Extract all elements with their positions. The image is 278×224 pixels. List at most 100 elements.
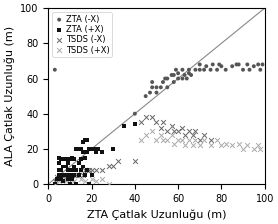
ZTA (+X) bbox=[81, 165, 85, 168]
TSDS (-X) bbox=[94, 168, 98, 172]
TSDS (+X) bbox=[245, 144, 250, 147]
ZTA (+X) bbox=[57, 173, 61, 177]
TSDS (+X) bbox=[256, 144, 260, 147]
ZTA (-X) bbox=[224, 68, 228, 71]
ZTA (+X) bbox=[76, 161, 81, 165]
ZTA (+X) bbox=[79, 168, 83, 172]
ZTA (+X) bbox=[83, 138, 87, 142]
ZTA (+X) bbox=[89, 173, 94, 177]
ZTA (-X) bbox=[187, 68, 191, 71]
ZTA (-X) bbox=[245, 63, 250, 66]
TSDS (-X) bbox=[85, 168, 90, 172]
TSDS (-X) bbox=[83, 168, 87, 172]
TSDS (+X) bbox=[193, 138, 198, 142]
ZTA (+X) bbox=[81, 151, 85, 154]
ZTA (-X) bbox=[165, 86, 170, 89]
TSDS (+X) bbox=[94, 179, 98, 182]
ZTA (+X) bbox=[89, 147, 94, 151]
ZTA (+X) bbox=[111, 147, 115, 151]
Legend: ZTA (-X), ZTA (+X), TSDS (-X), TSDS (+X): ZTA (-X), ZTA (+X), TSDS (-X), TSDS (+X) bbox=[53, 12, 112, 57]
ZTA (-X) bbox=[241, 68, 245, 71]
TSDS (+X) bbox=[219, 144, 224, 147]
ZTA (-X) bbox=[187, 71, 191, 75]
ZTA (-X) bbox=[176, 77, 180, 80]
TSDS (+X) bbox=[57, 179, 61, 182]
ZTA (+X) bbox=[63, 158, 68, 161]
ZTA (+X) bbox=[66, 161, 70, 165]
ZTA (+X) bbox=[72, 165, 76, 168]
TSDS (-X) bbox=[169, 124, 174, 128]
TSDS (+X) bbox=[72, 179, 76, 182]
TSDS (-X) bbox=[191, 133, 195, 137]
ZTA (-X) bbox=[53, 68, 57, 71]
TSDS (+X) bbox=[176, 138, 180, 142]
TSDS (-X) bbox=[61, 173, 66, 177]
ZTA (+X) bbox=[66, 177, 70, 181]
TSDS (-X) bbox=[165, 129, 170, 133]
ZTA (+X) bbox=[91, 147, 96, 151]
TSDS (+X) bbox=[107, 182, 111, 186]
ZTA (+X) bbox=[61, 173, 66, 177]
TSDS (+X) bbox=[230, 144, 234, 147]
ZTA (+X) bbox=[72, 173, 76, 177]
TSDS (+X) bbox=[139, 138, 143, 142]
TSDS (+X) bbox=[161, 138, 165, 142]
TSDS (-X) bbox=[87, 168, 92, 172]
TSDS (+X) bbox=[63, 179, 68, 182]
TSDS (-X) bbox=[115, 159, 120, 163]
ZTA (-X) bbox=[161, 80, 165, 84]
TSDS (+X) bbox=[158, 133, 163, 137]
TSDS (-X) bbox=[182, 133, 187, 137]
ZTA (-X) bbox=[180, 68, 185, 71]
ZTA (+X) bbox=[68, 158, 72, 161]
ZTA (-X) bbox=[148, 91, 152, 94]
TSDS (+X) bbox=[172, 142, 176, 145]
ZTA (-X) bbox=[189, 73, 193, 77]
TSDS (-X) bbox=[63, 177, 68, 181]
ZTA (-X) bbox=[172, 73, 176, 77]
ZTA (-X) bbox=[169, 73, 174, 77]
ZTA (-X) bbox=[198, 68, 202, 71]
ZTA (+X) bbox=[100, 151, 105, 154]
ZTA (+X) bbox=[70, 177, 74, 181]
ZTA (+X) bbox=[66, 168, 70, 172]
TSDS (-X) bbox=[59, 173, 64, 177]
ZTA (+X) bbox=[61, 179, 66, 182]
ZTA (+X) bbox=[59, 158, 64, 161]
ZTA (-X) bbox=[150, 86, 154, 89]
TSDS (+X) bbox=[61, 177, 66, 181]
TSDS (-X) bbox=[100, 168, 105, 172]
X-axis label: ZTA Çatlak Uzunluğu (m): ZTA Çatlak Uzunluğu (m) bbox=[87, 209, 226, 220]
ZTA (+X) bbox=[94, 151, 98, 154]
ZTA (+X) bbox=[68, 182, 72, 186]
ZTA (+X) bbox=[76, 173, 81, 177]
Y-axis label: ALA Çatlak Uzunluğu (m): ALA Çatlak Uzunluğu (m) bbox=[4, 26, 15, 166]
TSDS (+X) bbox=[68, 177, 72, 181]
ZTA (+X) bbox=[61, 158, 66, 161]
TSDS (+X) bbox=[150, 129, 154, 133]
ZTA (-X) bbox=[234, 63, 239, 66]
TSDS (-X) bbox=[202, 133, 206, 137]
ZTA (-X) bbox=[258, 68, 262, 71]
TSDS (-X) bbox=[208, 138, 213, 142]
TSDS (-X) bbox=[79, 168, 83, 172]
ZTA (+X) bbox=[83, 173, 87, 177]
ZTA (-X) bbox=[165, 77, 170, 80]
TSDS (-X) bbox=[81, 173, 85, 177]
ZTA (+X) bbox=[74, 147, 79, 151]
ZTA (-X) bbox=[210, 63, 215, 66]
ZTA (+X) bbox=[74, 182, 79, 186]
ZTA (+X) bbox=[76, 147, 81, 151]
ZTA (-X) bbox=[215, 68, 219, 71]
TSDS (+X) bbox=[237, 142, 241, 145]
TSDS (+X) bbox=[83, 179, 87, 182]
ZTA (+X) bbox=[59, 168, 64, 172]
TSDS (+X) bbox=[180, 138, 185, 142]
TSDS (-X) bbox=[72, 173, 76, 177]
ZTA (+X) bbox=[87, 182, 92, 186]
TSDS (-X) bbox=[68, 173, 72, 177]
TSDS (-X) bbox=[76, 173, 81, 177]
ZTA (+X) bbox=[85, 168, 90, 172]
TSDS (+X) bbox=[53, 182, 57, 186]
ZTA (-X) bbox=[204, 65, 208, 68]
